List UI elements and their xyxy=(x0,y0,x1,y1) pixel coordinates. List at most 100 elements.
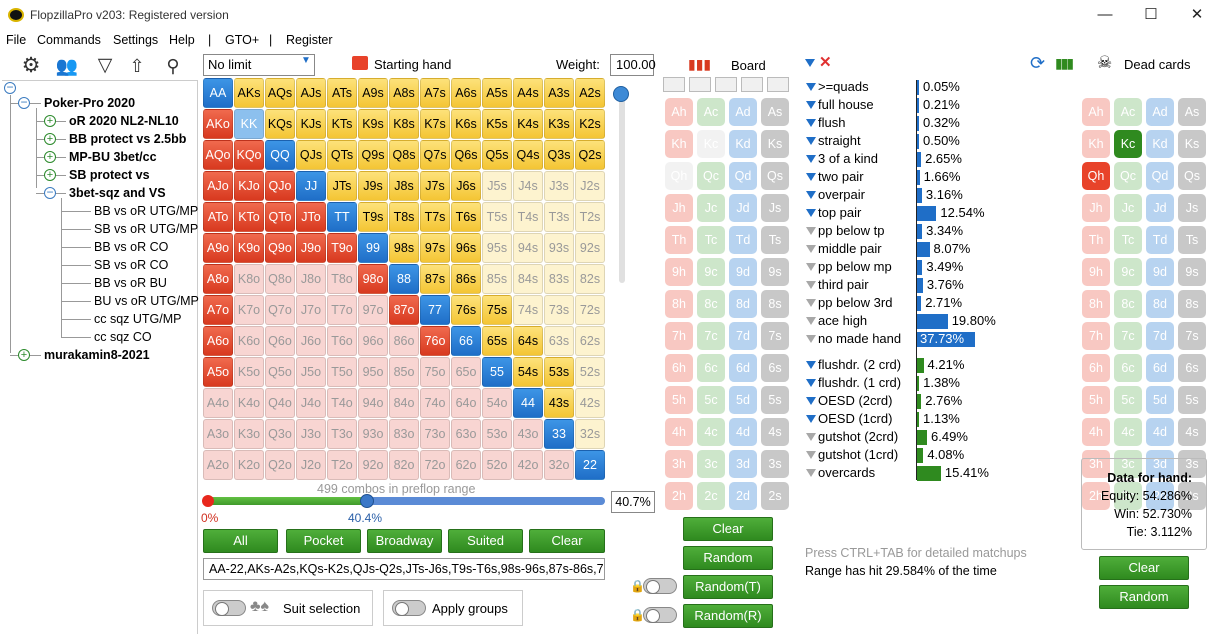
broadway-button[interactable]: Broadway xyxy=(367,529,442,553)
hand-cell[interactable]: Q2o xyxy=(265,450,295,480)
menu-settings[interactable]: Settings xyxy=(113,33,159,47)
hand-cell[interactable]: K6o xyxy=(234,326,264,356)
card-8h[interactable]: 8h xyxy=(1082,290,1110,318)
filter-icon[interactable] xyxy=(806,263,816,271)
hand-cell[interactable]: 64s xyxy=(513,326,543,356)
card-Kd[interactable]: Kd xyxy=(729,130,757,158)
card-6s[interactable]: 6s xyxy=(1178,354,1206,382)
hand-cell[interactable]: 55 xyxy=(482,357,512,387)
hand-cell[interactable]: T2o xyxy=(327,450,357,480)
hand-cell[interactable]: A5o xyxy=(203,357,233,387)
collapse-icon[interactable]: − xyxy=(4,81,16,94)
hand-cell[interactable]: K5s xyxy=(482,109,512,139)
hand-cell[interactable]: 96s xyxy=(451,233,481,263)
hand-cell[interactable]: JTo xyxy=(296,202,326,232)
hand-cell[interactable]: A3s xyxy=(544,78,574,108)
card-8h[interactable]: 8h xyxy=(665,290,693,318)
filter-icon[interactable] xyxy=(806,451,816,459)
card-8d[interactable]: 8d xyxy=(729,290,757,318)
card-2d[interactable]: 2d xyxy=(729,482,757,510)
hand-cell[interactable]: 66 xyxy=(451,326,481,356)
filter-icon[interactable] xyxy=(806,245,816,253)
card-Ts[interactable]: Ts xyxy=(761,226,789,254)
card-6c[interactable]: 6c xyxy=(697,354,725,382)
card-9d[interactable]: 9d xyxy=(729,258,757,286)
hand-cell[interactable]: 43s xyxy=(544,388,574,418)
hand-cell[interactable]: 73o xyxy=(420,419,450,449)
card-8c[interactable]: 8c xyxy=(697,290,725,318)
card-4c[interactable]: 4c xyxy=(697,418,725,446)
hand-cell[interactable]: Q8s xyxy=(389,140,419,170)
hand-cell[interactable]: TT xyxy=(327,202,357,232)
filter-icon[interactable] xyxy=(806,379,816,387)
card-4s[interactable]: 4s xyxy=(761,418,789,446)
hand-cell[interactable]: T8o xyxy=(327,264,357,294)
hand-cell[interactable]: 98o xyxy=(358,264,388,294)
menu-file[interactable]: File xyxy=(6,33,27,47)
hand-cell[interactable]: 83s xyxy=(544,264,574,294)
upload-icon[interactable]: ⇧ xyxy=(129,56,145,76)
random-r-toggle[interactable] xyxy=(643,607,677,623)
card-Qs[interactable]: Qs xyxy=(1178,162,1206,190)
hand-cell[interactable]: 42o xyxy=(513,450,543,480)
hand-cell[interactable]: A5s xyxy=(482,78,512,108)
hand-cell[interactable]: 82s xyxy=(575,264,605,294)
hand-cell[interactable]: J6o xyxy=(296,326,326,356)
filter-icon[interactable] xyxy=(806,191,816,199)
card-Kh[interactable]: Kh xyxy=(665,130,693,158)
hand-cell[interactable]: Q4s xyxy=(513,140,543,170)
card-4d[interactable]: 4d xyxy=(729,418,757,446)
hand-cell[interactable]: AQo xyxy=(203,140,233,170)
card-5c[interactable]: 5c xyxy=(697,386,725,414)
card-Td[interactable]: Td xyxy=(1146,226,1174,254)
card-Qc[interactable]: Qc xyxy=(697,162,725,190)
card-4h[interactable]: 4h xyxy=(665,418,693,446)
card-Ad[interactable]: Ad xyxy=(1146,98,1174,126)
hand-cell[interactable]: K4s xyxy=(513,109,543,139)
hand-cell[interactable]: A8s xyxy=(389,78,419,108)
hand-cell[interactable]: 84o xyxy=(389,388,419,418)
hand-cell[interactable]: Q8o xyxy=(265,264,295,294)
card-Th[interactable]: Th xyxy=(665,226,693,254)
card-5c[interactable]: 5c xyxy=(1114,386,1142,414)
expand-icon[interactable]: + xyxy=(44,133,56,145)
hand-cell[interactable]: 63o xyxy=(451,419,481,449)
card-7h[interactable]: 7h xyxy=(665,322,693,350)
hand-cell[interactable]: 73s xyxy=(544,295,574,325)
dead-random-button[interactable]: Random xyxy=(1099,585,1189,609)
tree-item[interactable]: SB protect vs xyxy=(69,168,150,182)
hand-cell[interactable]: K6s xyxy=(451,109,481,139)
hand-cell[interactable]: Q5o xyxy=(265,357,295,387)
card-Jh[interactable]: Jh xyxy=(1082,194,1110,222)
hand-cell[interactable]: QTs xyxy=(327,140,357,170)
card-Kh[interactable]: Kh xyxy=(1082,130,1110,158)
card-3s[interactable]: 3s xyxy=(1178,450,1206,478)
hand-cell[interactable]: A6o xyxy=(203,326,233,356)
gear-icon[interactable]: ⚙ xyxy=(21,54,41,77)
card-9c[interactable]: 9c xyxy=(697,258,725,286)
hand-cell[interactable]: 44 xyxy=(513,388,543,418)
hand-cell[interactable]: K8o xyxy=(234,264,264,294)
card-6d[interactable]: 6d xyxy=(1146,354,1174,382)
hand-cell[interactable]: 54s xyxy=(513,357,543,387)
card-7c[interactable]: 7c xyxy=(697,322,725,350)
filter-icon[interactable] xyxy=(806,361,816,369)
filter-icon[interactable] xyxy=(806,397,816,405)
hand-cell[interactable]: Q6o xyxy=(265,326,295,356)
card-6c[interactable]: 6c xyxy=(1114,354,1142,382)
hand-cell[interactable]: Q7o xyxy=(265,295,295,325)
card-4s[interactable]: 4s xyxy=(1178,418,1206,446)
card-Ah[interactable]: Ah xyxy=(665,98,693,126)
card-8d[interactable]: 8d xyxy=(1146,290,1174,318)
hand-cell[interactable]: 88 xyxy=(389,264,419,294)
hand-cell[interactable]: 83o xyxy=(389,419,419,449)
card-4h[interactable]: 4h xyxy=(1082,418,1110,446)
card-Th[interactable]: Th xyxy=(1082,226,1110,254)
filter-icon[interactable] xyxy=(806,137,816,145)
hand-cell[interactable]: 98s xyxy=(389,233,419,263)
hand-cell[interactable]: 92s xyxy=(575,233,605,263)
hand-cell[interactable]: 64o xyxy=(451,388,481,418)
board-slot[interactable] xyxy=(663,77,685,92)
hand-cell[interactable]: 99 xyxy=(358,233,388,263)
card-6h[interactable]: 6h xyxy=(1082,354,1110,382)
